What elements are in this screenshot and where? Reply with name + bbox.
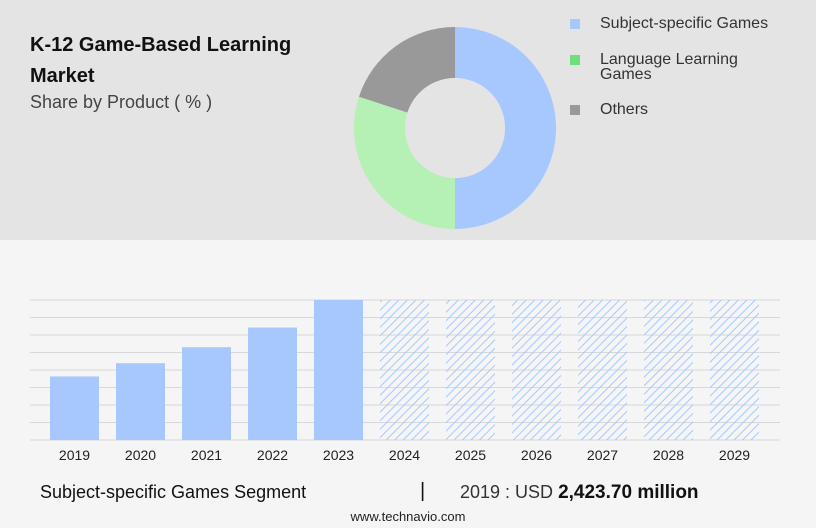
donut-slice-others: [358, 27, 455, 113]
x-tick-label-2029: 2029: [719, 447, 750, 463]
x-tick-label-2026: 2026: [521, 447, 552, 463]
bar-2019: [50, 376, 99, 440]
legend-item-subject-specific: Subject-specific Games: [570, 14, 810, 40]
x-tick-label-2022: 2022: [257, 447, 288, 463]
footer-value-prefix: 2019 : USD: [460, 482, 554, 502]
chart-title: K-12 Game-Based Learning Market: [30, 30, 330, 92]
legend-label-language-learning-line-2: Games: [600, 66, 652, 83]
donut-hole: [405, 78, 505, 178]
bar-2023: [314, 300, 363, 440]
x-tick-label-2021: 2021: [191, 447, 222, 463]
legend-item-others: Others: [570, 100, 810, 118]
x-tick-label-2024: 2024: [389, 447, 420, 463]
bar-chart: 2019 2020 2021 2022 2023 2024 2025 2026 2027 2028…: [30, 299, 780, 463]
x-tick-label-2028: 2028: [653, 447, 684, 463]
forecast-bar-2026: [512, 300, 561, 440]
donut-slice-language-learning-games: [353, 96, 455, 230]
legend-label-others: Others: [600, 101, 649, 118]
forecast-bar-2024: [380, 300, 429, 440]
title-line-2: Market: [30, 65, 95, 87]
legend-swatch-subject-specific: [570, 19, 580, 29]
legend-label-language-learning-line-1: Language Learning: [600, 51, 738, 68]
forecast-bar-2025: [446, 300, 495, 440]
footer-value: 2019 : USD 2,423.70 million: [460, 482, 699, 504]
chart-subtitle: Share by Product ( % ): [30, 92, 213, 112]
x-tick-label-2019: 2019: [59, 447, 90, 463]
forecast-bar-2028: [644, 300, 693, 440]
donut-slice-subject-specific-games: [455, 27, 556, 229]
donut-chart: [353, 27, 556, 230]
legend: Subject-specific Games Language Learning…: [570, 14, 810, 127]
legend-item-language-learning: Language Learning Games: [570, 50, 810, 90]
forecast-bar-2029: [710, 300, 759, 440]
x-tick-label-2020: 2020: [125, 447, 156, 463]
footer-segment-label: Subject-specific Games Segment: [40, 482, 307, 502]
bar-2021: [182, 347, 231, 440]
x-tick-label-2027: 2027: [587, 447, 618, 463]
legend-swatch-language-learning: [570, 55, 580, 65]
footer-divider: |: [420, 480, 426, 502]
bar-2022: [248, 327, 297, 440]
x-tick-label-2023: 2023: [323, 447, 354, 463]
footer-value-amount: 2,423.70 million: [558, 482, 699, 503]
forecast-bar-2027: [578, 300, 627, 440]
x-tick-label-2025: 2025: [455, 447, 486, 463]
title-line-1: K-12 Game-Based Learning: [30, 34, 292, 56]
legend-label-subject-specific: Subject-specific Games: [600, 15, 769, 32]
legend-swatch-others: [570, 105, 580, 115]
footer-source: www.technavio.com: [350, 509, 466, 524]
bar-2020: [116, 363, 165, 440]
